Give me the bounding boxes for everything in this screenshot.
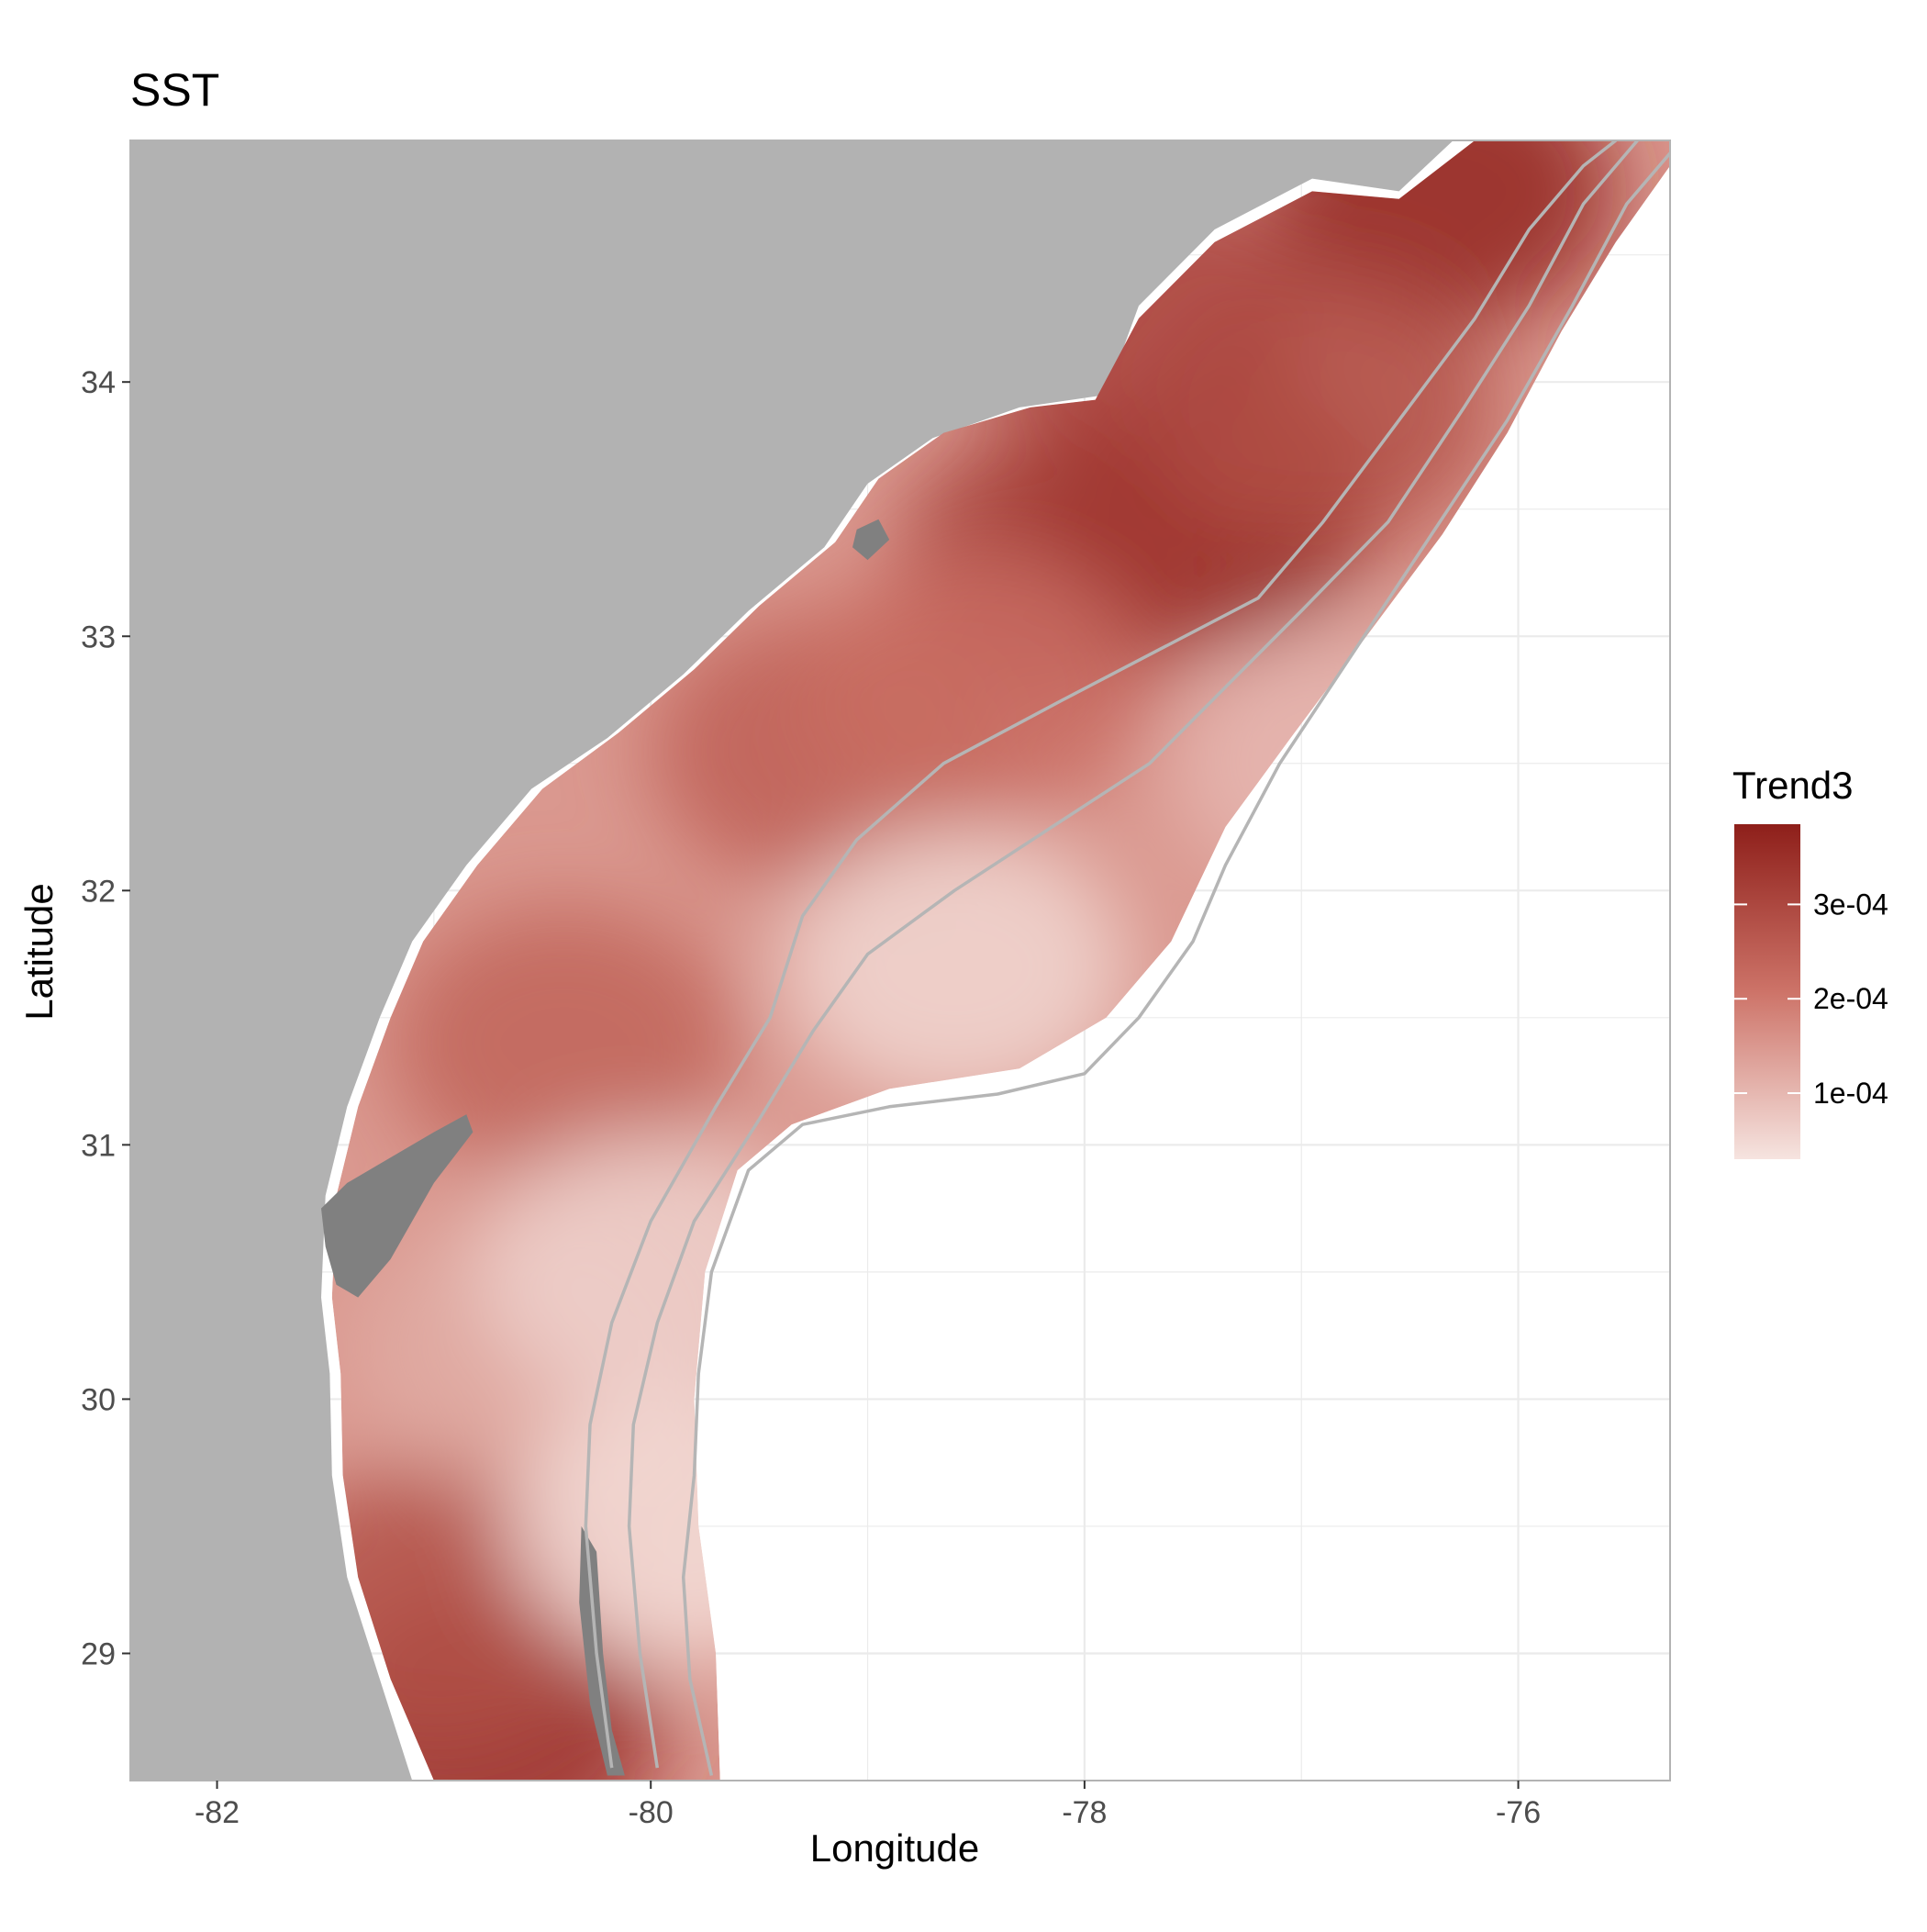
x-tick-label: -80 xyxy=(629,1795,674,1830)
y-tick-label: 31 xyxy=(81,1128,116,1163)
y-axis: 29 30 31 32 33 34 xyxy=(81,365,130,1671)
legend-ticks: 1e-04 2e-04 3e-04 xyxy=(1734,888,1888,1110)
y-tick-label: 33 xyxy=(81,620,116,654)
legend: Trend3 1e-04 2e-04 3e-04 xyxy=(1732,764,1888,1159)
plot-title: SST xyxy=(130,64,219,116)
depth-contour xyxy=(627,140,1639,1769)
depth-contour xyxy=(584,140,1617,1769)
masked-region xyxy=(852,519,890,561)
x-tick-label: -82 xyxy=(195,1795,239,1830)
y-axis-title: Latitude xyxy=(17,883,61,1020)
masked-region xyxy=(321,1114,473,1298)
depth-contour xyxy=(681,151,1670,1776)
trend-hotspot xyxy=(780,829,1130,1105)
legend-colorbar xyxy=(1734,824,1800,1159)
panel-border xyxy=(129,140,1671,1781)
x-axis: -82 -80 -78 -76 xyxy=(195,1781,1541,1830)
legend-title: Trend3 xyxy=(1732,764,1854,807)
land-mass xyxy=(130,140,1454,1781)
trend-hotspot xyxy=(389,905,739,1181)
legend-label: 1e-04 xyxy=(1813,1077,1888,1110)
legend-label: 3e-04 xyxy=(1813,888,1888,921)
trend-hotspot xyxy=(801,549,1151,825)
trend-hotspot xyxy=(1267,140,1617,329)
x-tick-label: -78 xyxy=(1062,1795,1107,1830)
y-tick-label: 32 xyxy=(81,874,116,909)
x-axis-title: Longitude xyxy=(810,1826,980,1870)
y-tick-label: 30 xyxy=(81,1382,116,1417)
y-tick-label: 29 xyxy=(81,1636,116,1671)
x-tick-label: -76 xyxy=(1496,1795,1541,1830)
y-tick-label: 34 xyxy=(81,365,116,400)
bathymetry-contours xyxy=(584,140,1670,1776)
legend-label: 2e-04 xyxy=(1813,982,1888,1015)
